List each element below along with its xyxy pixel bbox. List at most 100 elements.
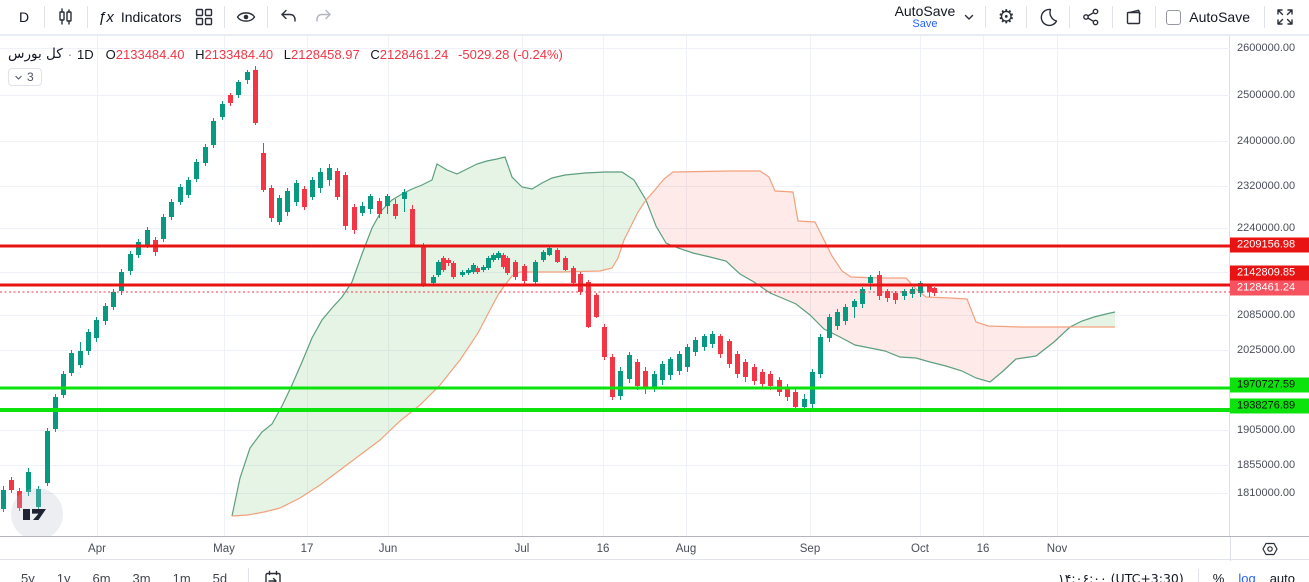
price-axis-tick: 2500000.00 bbox=[1237, 89, 1296, 101]
price-badge: 2209156.98 bbox=[1230, 237, 1309, 253]
range-button-6m[interactable]: 6m bbox=[92, 571, 111, 582]
layout-grid-icon bbox=[195, 8, 212, 26]
range-button-1m[interactable]: 1m bbox=[172, 571, 191, 582]
separator bbox=[87, 6, 88, 28]
separator bbox=[985, 6, 987, 28]
price-scale-settings-icon[interactable] bbox=[1261, 541, 1279, 557]
high-label: H bbox=[195, 46, 205, 62]
price-axis-tick: 1905000.00 bbox=[1237, 424, 1296, 436]
dark-mode-button[interactable] bbox=[1031, 3, 1065, 31]
range-buttons: 5y 1y 6m 3m 1m 5d bbox=[14, 560, 283, 582]
price-axis[interactable]: 2600000.00 2500000.00 2400000.00 2320000.00… bbox=[1230, 36, 1309, 536]
fx-icon: ƒx bbox=[98, 8, 114, 26]
price-badge: 1970727.59 bbox=[1230, 377, 1309, 393]
undo-icon bbox=[280, 9, 296, 22]
layout-button[interactable] bbox=[188, 3, 220, 31]
separator bbox=[44, 6, 45, 28]
bottom-right-controls: ۱۴:۰۶:۰۰ (UTC+3:30) % log auto bbox=[1058, 568, 1295, 582]
price-axis-tick: 2240000.00 bbox=[1237, 222, 1296, 234]
separator bbox=[1155, 6, 1157, 28]
autosave-dropdown[interactable]: AutoSave Save bbox=[889, 3, 982, 31]
separator bbox=[1069, 6, 1071, 28]
indicators-button[interactable]: ƒx Indicators bbox=[92, 3, 188, 31]
time-axis[interactable]: Apr May 17 Jun Jul 16 Aug Sep Oct 16 Nov bbox=[0, 536, 1309, 561]
price-badge: 2142809.85 bbox=[1230, 265, 1309, 281]
hide-drawings-button[interactable] bbox=[229, 3, 263, 31]
range-button-3m[interactable]: 3m bbox=[132, 571, 151, 582]
redo-button[interactable] bbox=[306, 3, 340, 31]
collapsed-count: 3 bbox=[27, 70, 34, 84]
range-button-1y[interactable]: 1y bbox=[56, 571, 71, 582]
go-to-date-icon[interactable] bbox=[263, 569, 283, 582]
legend-interval: 1D bbox=[77, 46, 94, 62]
toolbar-right: AutoSave Save ⚙ AutoSave bbox=[889, 0, 1301, 34]
time-axis-label: Nov bbox=[1046, 543, 1068, 555]
autosave-save-link[interactable]: Save bbox=[912, 17, 938, 30]
price-axis-tick: 2025000.00 bbox=[1237, 344, 1296, 356]
clock-timezone[interactable]: ۱۴:۰۶:۰۰ (UTC+3:30) bbox=[1058, 571, 1184, 582]
chevron-down-icon bbox=[15, 75, 22, 80]
tradingview-watermark bbox=[11, 488, 63, 540]
separator bbox=[1197, 568, 1199, 582]
separator bbox=[266, 6, 268, 28]
change-value: -5029.28 (-0.24%) bbox=[458, 46, 563, 62]
separator bbox=[1026, 6, 1028, 28]
snapshot-icon bbox=[1127, 9, 1141, 25]
price-axis-tick: 1810000.00 bbox=[1237, 487, 1296, 499]
price-badge: 1938276.89 bbox=[1230, 398, 1309, 414]
settings-button[interactable]: ⚙ bbox=[990, 3, 1022, 31]
price-axis-tick: 2400000.00 bbox=[1237, 135, 1296, 147]
axis-corner bbox=[1230, 537, 1309, 561]
autosave-label: AutoSave bbox=[894, 2, 956, 19]
snapshot-button[interactable] bbox=[1117, 3, 1151, 31]
symbol-legend[interactable]: کل بورس · 1D O2133484.40 H2133484.40 L21… bbox=[8, 46, 563, 62]
chart-pane[interactable]: کل بورس · 1D O2133484.40 H2133484.40 L21… bbox=[0, 36, 1230, 540]
separator bbox=[1112, 6, 1114, 28]
high-value: 2133484.40 bbox=[204, 46, 274, 62]
settings-gear-icon: ⚙ bbox=[997, 5, 1015, 28]
share-button[interactable] bbox=[1074, 3, 1108, 31]
collapsed-indicators-chip[interactable]: 3 bbox=[8, 68, 42, 86]
close-value: 2128461.24 bbox=[379, 46, 449, 62]
chart-style-button[interactable] bbox=[49, 3, 83, 31]
ohlc-values: O2133484.40 H2133484.40 L2128458.97 C212… bbox=[99, 47, 563, 62]
legend-row-2: 3 bbox=[8, 68, 42, 87]
price-axis-tick: 2320000.00 bbox=[1237, 180, 1296, 192]
autosave-checkbox-label: AutoSave bbox=[1189, 9, 1250, 25]
candlestick-chart[interactable] bbox=[0, 36, 1230, 536]
legend-separator: · bbox=[67, 46, 73, 62]
redo-icon bbox=[315, 9, 331, 22]
autosave-checkbox[interactable] bbox=[1166, 9, 1182, 25]
fullscreen-icon bbox=[1277, 9, 1293, 25]
time-axis-label: Oct bbox=[911, 543, 929, 555]
percent-scale-button[interactable]: % bbox=[1212, 571, 1225, 582]
open-value: 2133484.40 bbox=[115, 46, 185, 62]
time-axis-label: Jul bbox=[514, 543, 530, 555]
tradingview-logo-icon bbox=[23, 508, 46, 520]
time-axis-label: May bbox=[213, 543, 235, 555]
symbol-name[interactable]: کل بورس bbox=[8, 46, 63, 62]
price-axis-tick: 2600000.00 bbox=[1237, 42, 1296, 54]
log-scale-button[interactable]: log bbox=[1238, 571, 1256, 582]
price-badge: 2128461.24 bbox=[1230, 280, 1309, 296]
separator bbox=[1264, 6, 1265, 28]
time-axis-label: Apr bbox=[88, 543, 106, 555]
eye-icon bbox=[236, 12, 255, 22]
range-button-5y[interactable]: 5y bbox=[21, 571, 35, 582]
fullscreen-button[interactable] bbox=[1269, 3, 1301, 31]
interval-button[interactable]: D bbox=[18, 9, 30, 25]
indicators-label: Indicators bbox=[120, 9, 182, 25]
undo-button[interactable] bbox=[272, 3, 306, 31]
low-value: 2128458.97 bbox=[291, 46, 360, 62]
low-label: L bbox=[283, 46, 292, 62]
price-axis-tick: 2085000.00 bbox=[1237, 309, 1296, 321]
range-button-5d[interactable]: 5d bbox=[212, 571, 228, 582]
candlestick-style-icon bbox=[59, 8, 72, 25]
price-axis-tick: 1855000.00 bbox=[1237, 459, 1296, 471]
autosave-checkbox-row[interactable]: AutoSave bbox=[1160, 3, 1260, 31]
auto-scale-button[interactable]: auto bbox=[1269, 571, 1295, 582]
time-axis-label: 16 bbox=[976, 543, 990, 555]
main-area: کل بورس · 1D O2133484.40 H2133484.40 L21… bbox=[0, 36, 1309, 540]
toolbar-left: D ƒx Indicators bbox=[8, 0, 340, 34]
separator bbox=[223, 6, 225, 28]
